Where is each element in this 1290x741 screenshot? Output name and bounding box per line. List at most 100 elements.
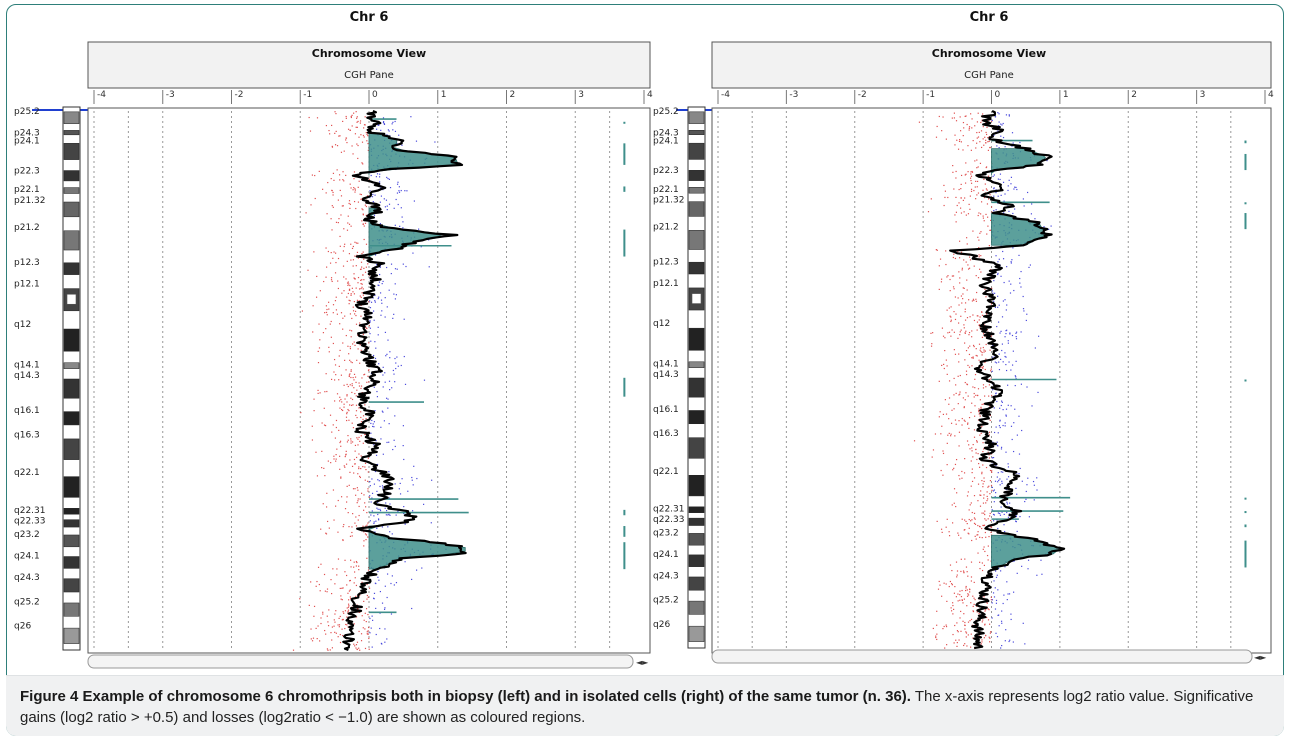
left-probe xyxy=(362,442,364,444)
left-probe xyxy=(336,313,338,315)
left-probe xyxy=(384,381,386,383)
left-aberration-mark xyxy=(623,121,626,124)
left-probe xyxy=(361,220,363,222)
left-probe xyxy=(379,508,381,511)
left-probe xyxy=(339,441,341,444)
right-probe xyxy=(984,368,986,371)
left-probe xyxy=(374,294,376,297)
right-probe xyxy=(952,164,954,167)
left-probe xyxy=(357,444,359,446)
left-probe xyxy=(335,610,337,612)
right-probe xyxy=(971,511,973,514)
left-band-label: p24.3 xyxy=(14,129,40,139)
right-probe xyxy=(966,605,968,607)
left-probe xyxy=(346,485,348,487)
right-probe xyxy=(996,400,998,403)
left-scroll-arrows[interactable]: ◄► xyxy=(636,658,649,667)
right-probe xyxy=(969,345,971,347)
right-probe xyxy=(971,472,973,474)
right-probe xyxy=(960,183,962,186)
right-probe xyxy=(995,576,998,578)
left-probe xyxy=(354,450,356,452)
left-probe xyxy=(372,619,374,621)
right-probe xyxy=(1024,500,1026,503)
left-probe xyxy=(328,129,330,132)
right-probe xyxy=(986,189,988,191)
left-probe xyxy=(375,264,378,266)
left-probe xyxy=(407,490,409,492)
right-probe xyxy=(997,261,999,263)
left-probe xyxy=(377,513,379,516)
right-probe xyxy=(976,355,978,357)
right-probe xyxy=(1036,489,1038,491)
left-probe xyxy=(362,223,364,225)
right-probe xyxy=(1008,361,1010,363)
left-probe xyxy=(384,331,387,334)
right-probe xyxy=(944,647,946,649)
left-probe xyxy=(338,174,341,176)
right-scrollbar[interactable] xyxy=(711,649,1253,664)
left-probe xyxy=(341,619,343,621)
left-probe xyxy=(380,129,382,131)
right-probe xyxy=(931,343,933,345)
right-probe xyxy=(977,500,979,502)
left-probe xyxy=(355,314,357,317)
right-probe xyxy=(936,633,938,635)
right-probe xyxy=(977,277,980,279)
right-probe xyxy=(985,131,987,134)
right-scroll-arrows[interactable]: ◄► xyxy=(1254,653,1267,662)
right-probe xyxy=(960,212,963,214)
left-probe xyxy=(416,477,418,480)
right-probe xyxy=(988,140,990,142)
left-probe xyxy=(394,283,396,285)
left-ideogram-band xyxy=(63,627,80,644)
left-probe xyxy=(356,299,359,301)
left-probe xyxy=(368,637,370,640)
right-band-label: q16.1 xyxy=(653,405,679,415)
left-probe xyxy=(376,463,379,466)
left-probe xyxy=(334,132,336,134)
left-probe xyxy=(363,258,365,260)
left-probe xyxy=(347,434,349,437)
left-probe xyxy=(328,527,330,529)
left-probe xyxy=(358,505,360,508)
right-probe xyxy=(934,433,937,435)
right-probe xyxy=(1015,338,1018,340)
right-probe xyxy=(976,194,978,196)
left-probe xyxy=(327,250,329,253)
right-probe xyxy=(979,536,981,538)
left-probe xyxy=(358,514,360,517)
left-probe xyxy=(373,386,375,388)
right-probe xyxy=(1016,493,1018,495)
left-probe xyxy=(339,407,341,409)
left-probe xyxy=(383,420,385,422)
right-probe xyxy=(984,531,986,534)
right-probe xyxy=(969,591,971,593)
right-probe xyxy=(983,349,985,351)
right-probe xyxy=(998,425,1001,427)
left-ideogram-band xyxy=(63,534,80,548)
left-probe xyxy=(356,641,359,643)
right-probe xyxy=(935,636,937,639)
left-probe xyxy=(402,221,404,223)
right-probe xyxy=(991,370,993,372)
left-probe xyxy=(384,316,386,318)
left-probe xyxy=(341,599,343,601)
left-probe xyxy=(356,359,358,361)
right-probe xyxy=(978,466,981,468)
right-probe xyxy=(930,198,932,200)
left-probe xyxy=(362,627,364,629)
left-scrollbar[interactable] xyxy=(87,654,634,669)
right-band-label: p24.1 xyxy=(653,137,679,147)
left-probe xyxy=(358,385,361,387)
left-probe xyxy=(356,117,358,119)
right-probe xyxy=(994,480,997,482)
right-probe xyxy=(971,330,973,332)
left-probe xyxy=(349,373,351,375)
right-probe xyxy=(1015,331,1018,333)
right-probe xyxy=(971,450,973,452)
right-probe xyxy=(943,367,945,370)
right-probe xyxy=(1022,308,1025,310)
right-probe xyxy=(994,608,997,610)
right-probe xyxy=(981,569,984,572)
